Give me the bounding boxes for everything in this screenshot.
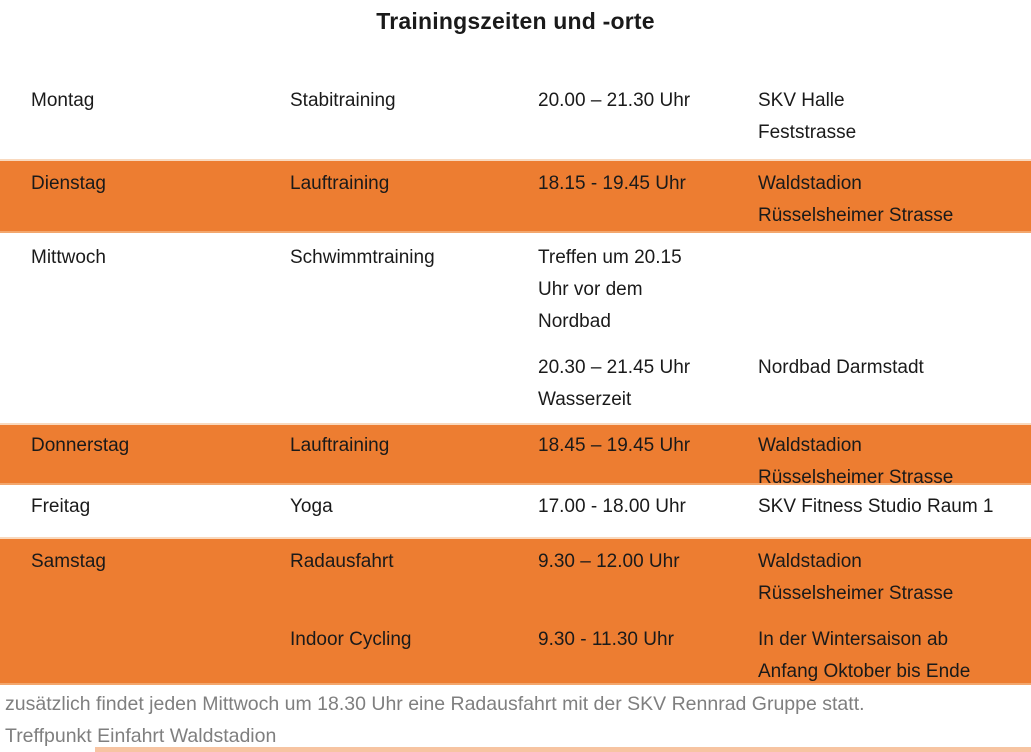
page-title: Trainingszeiten und -orte	[376, 8, 655, 34]
location-cell-line: In der Wintersaison ab	[758, 629, 949, 650]
schedule-entry: Freitag Yoga 17.00 - 18.00 Uhr SKV Fitness …	[31, 491, 1031, 523]
day-cell: Montag	[31, 85, 290, 117]
activity-cell-line: Lauftraining	[290, 435, 390, 456]
location-cell-line: Waldstadion	[758, 551, 862, 572]
time-cell-line: 18.45 – 19.45 Uhr	[538, 435, 691, 456]
activity-cell-line: Stabitraining	[290, 90, 396, 111]
location-cell: Waldstadion Rüsselsheimer Strasse	[758, 168, 1031, 232]
schedule-entry: 20.30 – 21.45 Uhr Wasserzeit Nordbad Darms…	[31, 352, 1031, 416]
location-cell: Waldstadion Rüsselsheimer Strasse	[758, 430, 1031, 494]
day-cell: Donnerstag	[31, 430, 290, 462]
activity-cell-line: Yoga	[290, 496, 333, 517]
day-cell: Dienstag	[31, 168, 290, 200]
time-cell-line: 9.30 - 11.30 Uhr	[538, 629, 674, 650]
time-cell-line: Nordbad	[538, 311, 611, 332]
time-cell-line: Treffen um 20.15	[538, 247, 682, 268]
day-cell: Samstag	[31, 546, 290, 578]
activity-cell: Lauftraining	[290, 430, 538, 462]
footer-note: zusätzlich findet jeden Mittwoch um 18.3…	[0, 685, 1031, 752]
time-cell-line: 18.15 - 19.45 Uhr	[538, 173, 686, 194]
activity-cell: Lauftraining	[290, 168, 538, 200]
time-cell-line: Uhr vor dem	[538, 279, 643, 300]
schedule-entry: Donnerstag Lauftraining 18.45 – 19.45 Uhr W…	[31, 430, 1031, 494]
location-cell: In der Wintersaison ab Anfang Oktober bis…	[758, 624, 1031, 688]
day-cell-line: Montag	[31, 90, 95, 111]
activity-cell-line: Lauftraining	[290, 173, 390, 194]
location-cell-line: Anfang Oktober bis Ende	[758, 661, 971, 682]
location-cell: Waldstadion Rüsselsheimer Strasse	[758, 546, 1031, 610]
time-cell: 18.15 - 19.45 Uhr	[538, 168, 758, 200]
schedule-entry: Samstag Radausfahrt 9.30 – 12.00 Uhr Waldst…	[31, 546, 1031, 610]
time-cell: 18.45 – 19.45 Uhr	[538, 430, 758, 462]
activity-cell-line: Schwimmtraining	[290, 247, 435, 268]
day-cell-line: Dienstag	[31, 173, 106, 194]
bottom-orange-divider	[95, 747, 1031, 752]
schedule-row-donnerstag: Donnerstag Lauftraining 18.45 – 19.45 Uhr W…	[0, 423, 1031, 488]
location-cell-line: Waldstadion	[758, 435, 862, 456]
schedule-entry: Dienstag Lauftraining 18.15 - 19.45 Uhr Wal…	[31, 168, 1031, 232]
time-cell: 20.00 – 21.30 Uhr	[538, 85, 758, 117]
footer-note-line-2: Treffpunkt Einfahrt Waldstadion	[5, 725, 277, 747]
day-cell: Freitag	[31, 491, 290, 523]
time-cell: 20.30 – 21.45 Uhr Wasserzeit	[538, 352, 758, 416]
location-cell-line: Feststrasse	[758, 122, 857, 143]
location-cell-line: SKV Halle	[758, 90, 845, 111]
time-cell: 9.30 – 12.00 Uhr	[538, 546, 758, 578]
schedule-row-mittwoch: Mittwoch Schwimmtraining Treffen um 20.15 U…	[0, 233, 1031, 423]
time-cell: 17.00 - 18.00 Uhr	[538, 491, 758, 523]
activity-cell: Indoor Cycling	[290, 624, 538, 656]
schedule-row-samstag: Samstag Radausfahrt 9.30 – 12.00 Uhr Waldst…	[0, 537, 1031, 685]
time-cell: 9.30 - 11.30 Uhr	[538, 624, 758, 656]
activity-cell: Radausfahrt	[290, 546, 538, 578]
time-cell-line: 20.30 – 21.45 Uhr	[538, 357, 691, 378]
day-cell: Mittwoch	[31, 242, 290, 274]
activity-cell: Yoga	[290, 491, 538, 523]
time-cell: Treffen um 20.15 Uhr vor dem Nordbad	[538, 242, 758, 338]
time-cell-line: 20.00 – 21.30 Uhr	[538, 90, 691, 111]
location-cell: Nordbad Darmstadt	[758, 352, 1031, 384]
schedule-entry: Mittwoch Schwimmtraining Treffen um 20.15 U…	[31, 242, 1031, 338]
day-cell-line: Donnerstag	[31, 435, 130, 456]
schedule-row-montag: Montag Stabitraining 20.00 – 21.30 Uhr SKV …	[0, 55, 1031, 159]
schedule-row-freitag: Freitag Yoga 17.00 - 18.00 Uhr SKV Fitness …	[0, 485, 1031, 537]
location-cell-line: Waldstadion	[758, 173, 862, 194]
day-cell-line: Freitag	[31, 496, 91, 517]
training-schedule-table: Montag Stabitraining 20.00 – 21.30 Uhr SKV …	[0, 55, 1031, 685]
activity-cell-line: Radausfahrt	[290, 551, 394, 572]
schedule-row-dienstag: Dienstag Lauftraining 18.15 - 19.45 Uhr Wal…	[0, 159, 1031, 233]
day-cell-line: Samstag	[31, 551, 106, 572]
activity-cell: Schwimmtraining	[290, 242, 538, 274]
footer-note-line-1: zusätzlich findet jeden Mittwoch um 18.3…	[5, 693, 865, 715]
location-cell-line: Rüsselsheimer Strasse	[758, 467, 954, 488]
location-cell-line: Rüsselsheimer Strasse	[758, 583, 954, 604]
location-cell-line: Nordbad Darmstadt	[758, 357, 924, 378]
location-cell-line: SKV Fitness Studio Raum 1	[758, 496, 994, 517]
location-cell: SKV Halle Feststrasse	[758, 85, 1031, 149]
schedule-entry: Indoor Cycling 9.30 - 11.30 Uhr In der Win…	[31, 624, 1031, 688]
day-cell-line: Mittwoch	[31, 247, 106, 268]
activity-cell: Stabitraining	[290, 85, 538, 117]
time-cell-line: 9.30 – 12.00 Uhr	[538, 551, 680, 572]
time-cell-line: 17.00 - 18.00 Uhr	[538, 496, 686, 517]
activity-cell-line: Indoor Cycling	[290, 629, 412, 650]
location-cell: SKV Fitness Studio Raum 1	[758, 491, 1031, 523]
location-cell-line: Rüsselsheimer Strasse	[758, 205, 954, 226]
time-cell-line: Wasserzeit	[538, 389, 632, 410]
schedule-entry: Montag Stabitraining 20.00 – 21.30 Uhr SKV …	[31, 85, 1031, 149]
